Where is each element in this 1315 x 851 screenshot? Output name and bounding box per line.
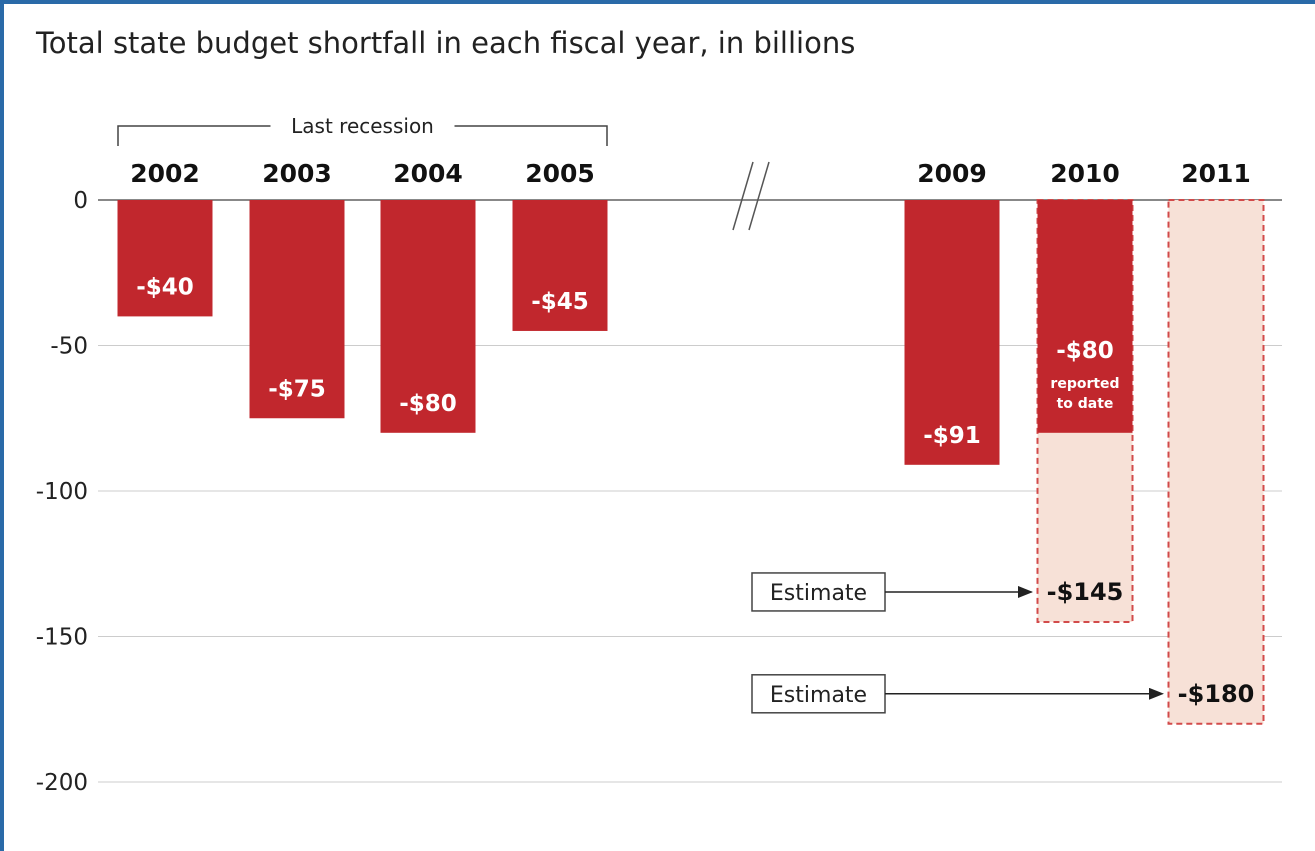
bar: [512, 200, 608, 331]
bar: [380, 200, 476, 433]
recession-bracket: [117, 125, 271, 146]
data-label: -$45: [531, 289, 589, 315]
x-tick-label: 2011: [1181, 159, 1251, 188]
y-tick-label: -150: [36, 625, 88, 651]
x-tick-label: 2004: [393, 159, 463, 188]
x-tick-label: 2005: [525, 159, 595, 188]
bar: [249, 200, 345, 419]
estimate-callout-box: [751, 674, 886, 714]
x-tick-label: 2003: [262, 159, 332, 188]
x-tick-label: 2009: [917, 159, 987, 188]
x-tick-label: 2010: [1050, 159, 1120, 188]
bar-note: to date: [1057, 396, 1114, 412]
y-tick-label: -200: [36, 770, 88, 796]
bar-note: reported: [1050, 376, 1119, 392]
y-tick-label: 0: [73, 188, 88, 214]
estimate-bar: [1167, 199, 1265, 725]
bar: [1037, 200, 1133, 433]
data-label: -$80: [399, 391, 457, 417]
bar: [117, 200, 213, 317]
estimate-callout-text: Estimate: [770, 683, 867, 708]
recession-label: Last recession: [291, 114, 434, 138]
data-label: -$40: [136, 274, 194, 300]
bar: [904, 200, 1000, 465]
estimate-label: -$145: [1047, 578, 1124, 606]
estimate-label: -$180: [1178, 680, 1255, 708]
data-label: -$91: [923, 423, 981, 449]
estimate-callout-box: [751, 572, 886, 612]
x-tick-label: 2002: [130, 159, 200, 188]
y-tick-label: -50: [50, 334, 88, 360]
data-label: -$75: [268, 376, 326, 402]
chart-title: Total state budget shortfall in each fis…: [36, 26, 856, 60]
y-tick-label: -100: [36, 479, 88, 505]
data-label: -$80: [1056, 338, 1114, 364]
axis-break-mark: [748, 161, 770, 231]
estimate-callout-text: Estimate: [770, 581, 867, 606]
axis-break-mark: [732, 161, 754, 231]
recession-bracket: [454, 125, 608, 146]
